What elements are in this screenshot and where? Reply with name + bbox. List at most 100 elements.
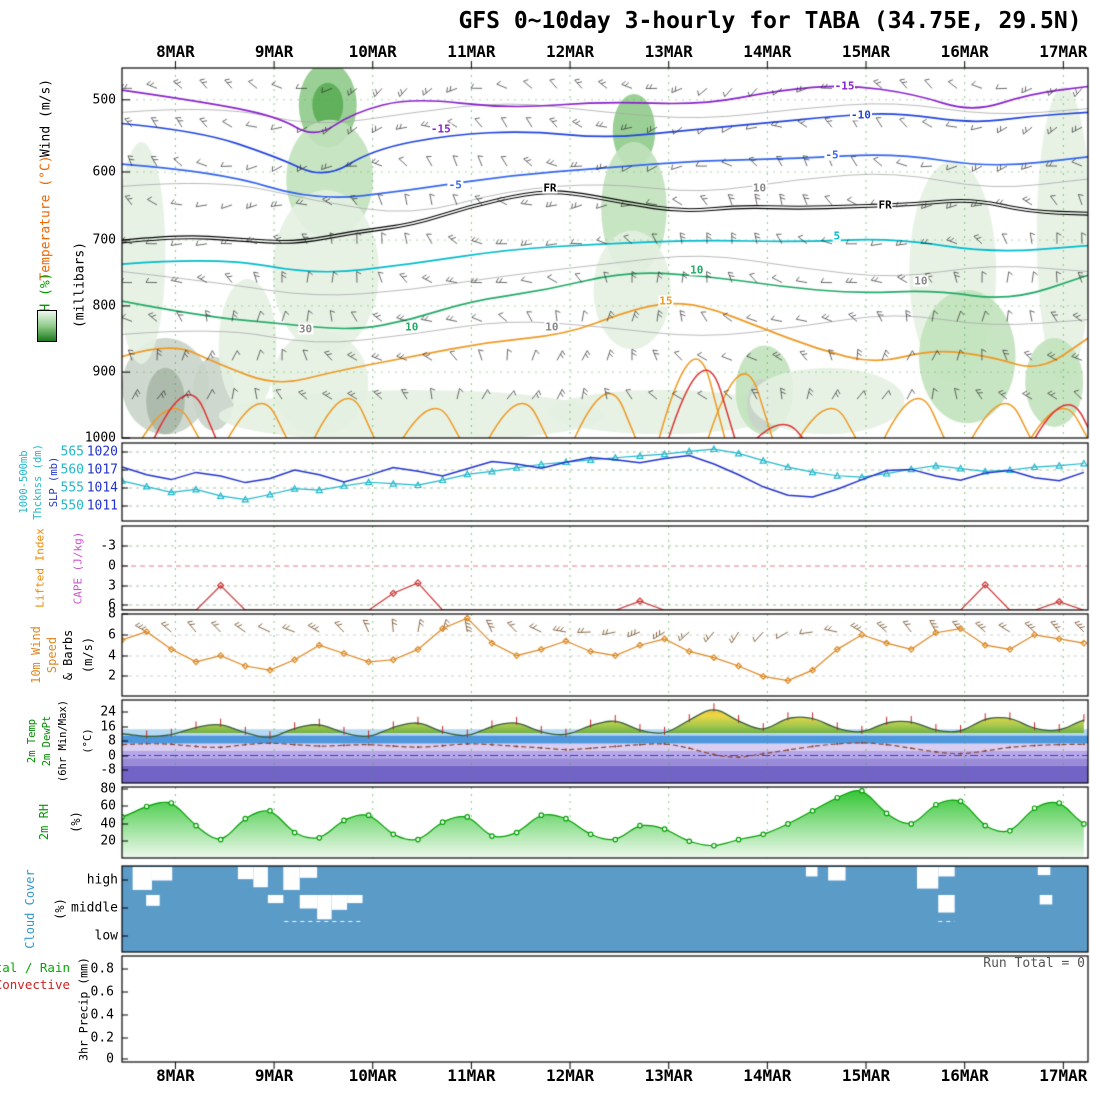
wind-speed-tick-label: 6	[108, 627, 116, 643]
panel-axis-label-p6-1: (%)	[69, 811, 83, 833]
precip-legend-convective: Convective	[0, 977, 70, 992]
cloud-row-label: middle	[71, 900, 118, 916]
panel-axis-label-p1-3: (millibars)	[72, 241, 88, 329]
run-total-label: Run Total = 0	[983, 956, 1085, 971]
rh-tick-label: 60	[100, 798, 116, 814]
temp-tick-label: 8	[108, 733, 116, 749]
slp-tick-label: 1017	[86, 462, 118, 478]
contour-label: -15	[833, 79, 856, 93]
gray-contour-label: 10	[544, 320, 560, 334]
pressure-tick-label: 500	[92, 92, 116, 108]
bottom-date-label: 16MAR	[940, 1066, 989, 1085]
precip-legend-total: Total / Rain	[0, 960, 70, 975]
panel-axis-label-p5-1: 2m DewPt	[40, 715, 53, 767]
top-date-label: 12MAR	[545, 42, 595, 61]
top-date-label: 11MAR	[447, 42, 496, 61]
gray-contour-label: 10	[913, 274, 929, 288]
lifted-index-tick-label: 6	[108, 597, 116, 613]
top-date-label: 14MAR	[743, 42, 792, 61]
panel-axis-label-p5-2: (6hr Min/Max)	[56, 699, 69, 783]
pressure-tick-label: 800	[92, 298, 116, 314]
bottom-date-label: 11MAR	[447, 1066, 496, 1085]
bottom-date-label: 14MAR	[743, 1066, 792, 1085]
page-title: GFS 0~10day 3-hourly for TABA (34.75E, 2…	[458, 8, 1082, 34]
bottom-date-label: 17MAR	[1039, 1066, 1088, 1085]
slp-tick-label: 1011	[86, 498, 118, 514]
slp-tick-label: 1020	[86, 444, 118, 460]
panel-axis-label-p5-3: (°C)	[81, 728, 94, 754]
thickness-tick-label: 550	[60, 498, 84, 514]
top-date-label: 13MAR	[644, 42, 693, 61]
cloud-row-label: high	[86, 872, 118, 888]
bottom-date-label: 15MAR	[841, 1066, 891, 1085]
top-date-label: 9MAR	[254, 42, 294, 61]
bottom-date-label: 9MAR	[254, 1066, 294, 1085]
contour-label: 15	[658, 294, 674, 308]
rh-tick-label: 80	[100, 781, 116, 797]
panel-axis-label-p2-1: Thcknss (dm)	[31, 444, 44, 520]
contour-label: -5	[824, 148, 840, 162]
top-date-label: 16MAR	[940, 42, 989, 61]
precip-tick-label: 0	[106, 1051, 114, 1067]
rh-tick-label: 20	[100, 833, 116, 849]
contour-label: -15	[429, 122, 452, 136]
slp-tick-label: 1014	[86, 480, 118, 496]
contour-label: FR	[877, 198, 893, 212]
panel-axis-label-p8-0: 3hr Precip (mm)	[76, 957, 91, 1061]
panel-axis-label-p6-0: 2m RH	[37, 803, 51, 841]
bottom-date-label: 12MAR	[545, 1066, 595, 1085]
temp-tick-label: -8	[100, 762, 116, 778]
panel-axis-label-p2-2: SLP (mb)	[47, 456, 60, 508]
top-date-label: 15MAR	[841, 42, 891, 61]
panel-axis-label-p4-2: & Barbs	[61, 629, 75, 681]
thickness-tick-label: 560	[60, 462, 84, 478]
bottom-date-label: 10MAR	[348, 1066, 397, 1085]
panel-axis-label-p5-0: 2m Temp	[25, 718, 38, 764]
contour-label: 10	[689, 263, 705, 277]
gray-contour-label: 10	[751, 181, 768, 195]
panel-axis-label-p4-1: Speed	[45, 636, 59, 674]
bottom-date-label: 13MAR	[644, 1066, 693, 1085]
panel-axis-label-p4-3: (m/s)	[81, 636, 95, 674]
panel-axis-label-p1-0: Wind (m/s)	[38, 78, 54, 158]
top-date-label: 8MAR	[156, 42, 195, 61]
pressure-tick-label: 900	[92, 364, 116, 380]
precip-tick-label: 0.4	[90, 1007, 114, 1023]
contour-label: 5	[832, 229, 842, 243]
panel-axis-label-p7-1: (%)	[53, 898, 67, 920]
contour-label: FR	[542, 181, 558, 195]
contour-label: -5	[447, 178, 463, 192]
wind-speed-tick-label: 4	[108, 648, 116, 664]
rh-legend-swatch	[37, 310, 57, 342]
panel-axis-label-p1-1: Temperature (°C)	[38, 155, 54, 281]
panel-axis-label-p7-0: Cloud Cover	[23, 869, 37, 949]
top-date-label: 17MAR	[1039, 42, 1088, 61]
precip-tick-label: 0.6	[90, 984, 114, 1000]
pressure-tick-label: 700	[92, 232, 116, 248]
thickness-tick-label: 565	[60, 444, 84, 460]
temp-tick-label: 0	[108, 748, 116, 764]
temp-tick-label: 16	[100, 719, 116, 735]
lifted-index-tick-label: 3	[108, 578, 116, 594]
contour-label: -10	[850, 108, 872, 122]
pressure-tick-label: 1000	[84, 430, 116, 446]
rh-tick-label: 40	[100, 816, 116, 832]
wind-speed-tick-label: 2	[108, 668, 116, 684]
lifted-index-tick-label: -3	[100, 538, 116, 554]
temp-tick-label: 24	[100, 704, 116, 720]
thickness-tick-label: 555	[60, 480, 84, 496]
top-date-label: 10MAR	[348, 42, 397, 61]
wind-speed-tick-label: 8	[108, 606, 116, 622]
gray-contour-label: 30	[297, 322, 314, 336]
panel-axis-label-p4-0: 10m Wind	[29, 626, 43, 684]
panel-axis-label-p3-1: CAPE (J/kg)	[71, 531, 85, 605]
lifted-index-tick-label: 0	[108, 558, 116, 574]
precip-tick-label: 0.8	[90, 961, 114, 977]
panel-axis-label-p3-0: Lifted Index	[33, 528, 47, 608]
bottom-date-label: 8MAR	[156, 1066, 195, 1085]
precip-tick-label: 0.2	[90, 1030, 114, 1046]
pressure-tick-label: 600	[92, 164, 116, 180]
cloud-row-label: low	[94, 928, 118, 944]
